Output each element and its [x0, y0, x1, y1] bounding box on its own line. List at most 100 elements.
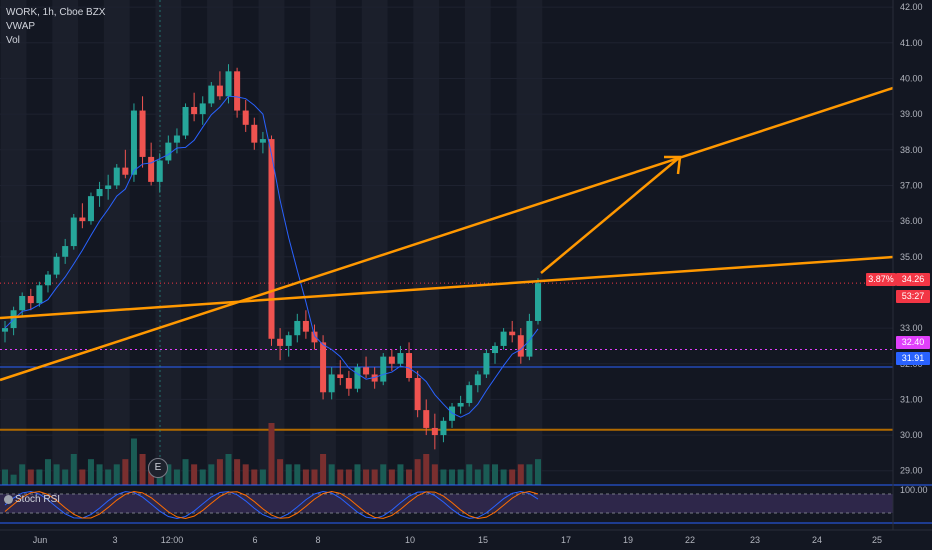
volume-bar: [397, 464, 404, 485]
volume-bar: [96, 464, 103, 485]
volume-bar: [130, 438, 137, 485]
candle-body: [423, 410, 430, 428]
volume-bar: [320, 454, 327, 485]
volume-bar: [492, 464, 499, 485]
candle-body: [122, 167, 129, 175]
candle-body: [320, 342, 327, 393]
price-tick-label: 37.00: [900, 180, 923, 190]
time-tick-label: 12:00: [161, 535, 184, 545]
volume-bar: [534, 459, 542, 485]
candle-body: [354, 367, 361, 389]
volume-bar: [113, 464, 120, 485]
indicator-icon: [4, 494, 13, 504]
stoch-rsi-label[interactable]: Stoch RSI: [4, 494, 60, 505]
session-band: [361, 0, 388, 485]
candle-body: [44, 274, 51, 286]
stoch-axis-label: 100.00: [900, 485, 928, 495]
candle-body: [225, 71, 232, 97]
stoch-rsi-pane: [0, 484, 932, 524]
price-tick-label: 38.00: [900, 145, 923, 155]
current-price-tag: 34.26: [896, 273, 930, 286]
volume-bars: [1, 423, 542, 485]
candle-body: [62, 246, 69, 257]
time-tick-label: 22: [685, 535, 695, 545]
time-tick-label: 8: [315, 535, 320, 545]
volume-bar: [457, 469, 464, 485]
candle-body: [70, 217, 77, 247]
volume-bar: [242, 464, 249, 485]
candle-body: [79, 217, 86, 222]
session-band: [155, 0, 182, 485]
price-tick-label: 40.00: [900, 73, 923, 83]
candle-body: [199, 103, 206, 115]
candle-body: [517, 335, 524, 357]
candle-body: [87, 196, 94, 222]
candle-body: [191, 106, 198, 115]
volume-bar: [53, 464, 60, 485]
volume-bar: [19, 464, 26, 485]
volume-bar: [216, 459, 223, 485]
candle-body: [345, 378, 352, 389]
volume-bar: [294, 464, 301, 485]
price-tick-label: 33.00: [900, 323, 923, 333]
volume-bar: [139, 454, 146, 485]
volume-bar: [182, 459, 189, 485]
earnings-badge[interactable]: E: [148, 458, 168, 478]
candle-body: [414, 378, 421, 411]
candle-body: [139, 110, 146, 157]
candle-body: [268, 139, 275, 339]
candle-body: [285, 335, 292, 346]
volume-label[interactable]: Vol: [6, 35, 20, 46]
candle-body: [509, 331, 516, 336]
candle-body: [182, 106, 189, 136]
candle-body: [130, 110, 137, 175]
price-tick-label: 42.00: [900, 2, 923, 12]
candle-body: [96, 189, 103, 197]
projection-arrow-shaft: [540, 156, 681, 274]
stoch-band: [0, 494, 893, 513]
volume-bar: [500, 469, 507, 485]
candle-body: [53, 256, 60, 275]
session-band: [310, 0, 336, 485]
volume-bar: [517, 464, 524, 485]
candle-body: [388, 356, 395, 364]
candle-body: [148, 156, 155, 182]
candle-body: [173, 135, 180, 143]
candle-body: [251, 124, 258, 143]
volume-bar: [1, 469, 9, 485]
volume-bar: [165, 464, 172, 485]
volume-bar: [79, 469, 86, 485]
time-tick-label: 6: [252, 535, 257, 545]
symbol-label[interactable]: WORK, 1h, Cboe BZX: [6, 7, 106, 18]
candle-body: [483, 353, 490, 375]
time-tick-label: 10: [405, 535, 415, 545]
session-band: [0, 0, 27, 485]
vwap-line: [4, 95, 539, 418]
volume-bar: [311, 469, 318, 485]
volume-bar: [414, 459, 421, 485]
vwap-label[interactable]: VWAP: [6, 21, 36, 32]
bar-countdown-tag: 53:27: [896, 290, 930, 303]
price-tick-label: 35.00: [900, 252, 923, 262]
level-lower-tag: 31.91: [896, 352, 930, 365]
price-tick-label: 29.00: [900, 466, 923, 476]
volume-bar: [268, 423, 275, 485]
volume-bar: [105, 469, 112, 485]
volume-bar: [302, 469, 309, 485]
volume-bar: [70, 454, 77, 485]
chart-legend: WORK, 1h, Cboe BZX VWAP Vol: [6, 6, 105, 48]
candle-body: [474, 374, 481, 386]
price-tick-label: 36.00: [900, 216, 923, 226]
stoch-d-line: [4, 490, 539, 519]
volume-bar: [337, 469, 344, 485]
volume-bar: [36, 469, 43, 485]
candle-body: [242, 110, 249, 125]
trend-line-lower: [0, 255, 894, 320]
volume-bar: [62, 469, 69, 485]
volume-bar: [328, 464, 335, 485]
volume-bar: [483, 464, 490, 485]
volume-bar: [526, 464, 533, 485]
candle-body: [302, 320, 309, 332]
